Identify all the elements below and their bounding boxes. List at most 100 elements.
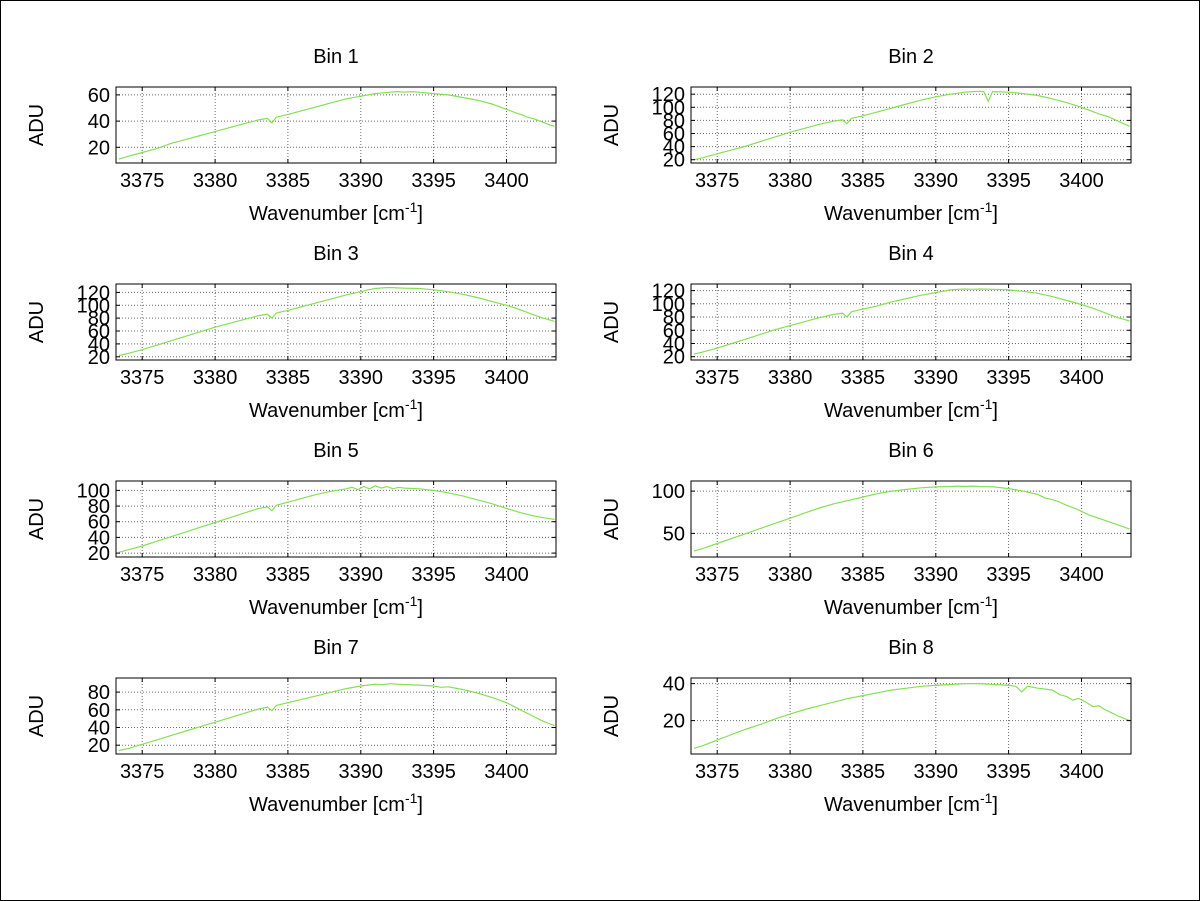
y-axis-label: ADU xyxy=(26,695,48,737)
data-line xyxy=(118,485,555,553)
y-tick-label: 40 xyxy=(663,137,685,159)
y-tick-label: 40 xyxy=(663,674,685,696)
x-axis-label-text: Wavenumber [cm xyxy=(249,794,405,816)
axis-ticks xyxy=(116,87,556,163)
y-tick-label: 80 xyxy=(663,307,685,329)
y-tick-label: 20 xyxy=(88,543,110,565)
chart-svg: Bin 1 3375 3380 3385 3390 3395 3400 20 40 60 ADU Wa… xyxy=(26,46,557,225)
x-tick-label: 3390 xyxy=(914,170,959,192)
x-tick-label: 3385 xyxy=(841,367,886,389)
chart-title: Bin 2 xyxy=(888,46,934,68)
axis-ticks xyxy=(691,481,1131,557)
axis-ticks xyxy=(116,678,556,754)
x-tick-label: 3380 xyxy=(768,170,813,192)
y-tick-label: 120 xyxy=(77,282,110,304)
axes-box xyxy=(115,86,557,164)
y-tick-label: 120 xyxy=(652,84,685,106)
x-tick-label: 3390 xyxy=(914,367,959,389)
x-tick-label: 3380 xyxy=(193,170,238,192)
grid-lines xyxy=(116,678,556,754)
grid-lines xyxy=(116,284,556,360)
x-tick-label: 3375 xyxy=(695,170,740,192)
x-tick-label: 3375 xyxy=(120,367,165,389)
y-axis-label: ADU xyxy=(26,498,48,540)
x-axis-label-close-bracket: ] xyxy=(417,203,423,225)
axis-ticks xyxy=(691,87,1131,163)
y-tick-label: 60 xyxy=(88,700,110,722)
x-tick-label: 3375 xyxy=(120,564,165,586)
y-tick-label: 20 xyxy=(663,347,685,369)
x-tick-label: 3380 xyxy=(768,367,813,389)
y-tick-label: 80 xyxy=(88,682,110,704)
y-tick-label: 120 xyxy=(652,281,685,303)
axes-box xyxy=(115,677,557,755)
chart-svg: Bin 5 3375 3380 3385 3390 3395 3400 20406080100… xyxy=(26,440,557,619)
y-axis-label: ADU xyxy=(601,695,623,737)
y-tick-label: 20 xyxy=(663,150,685,172)
y-tick-label: 100 xyxy=(77,295,110,317)
y-tick-label: 100 xyxy=(77,480,110,502)
axis-ticks xyxy=(116,284,556,360)
data-line xyxy=(118,90,555,160)
y-axis-label: ADU xyxy=(26,301,48,343)
x-tick-label: 3400 xyxy=(484,367,529,389)
y-axis-label: ADU xyxy=(601,498,623,540)
x-tick-label: 3395 xyxy=(411,564,456,586)
y-tick-label: 40 xyxy=(88,527,110,549)
data-line xyxy=(118,683,555,752)
x-tick-label: 3390 xyxy=(339,761,384,783)
x-tick-label: 3395 xyxy=(986,564,1031,586)
x-axis-label-text: Wavenumber [cm xyxy=(824,597,980,619)
charts-grid: Bin 1 3375 3380 3385 3390 3395 3400 20 40 60 ADU Wa… xyxy=(19,43,1139,831)
x-tick-label: 3395 xyxy=(986,761,1031,783)
x-tick-label: 3385 xyxy=(266,367,311,389)
data-line xyxy=(118,286,555,357)
x-axis-label-superscript: -1 xyxy=(980,593,993,609)
chart-title: Bin 5 xyxy=(313,440,359,462)
data-line xyxy=(693,485,1130,552)
x-tick-label: 3400 xyxy=(484,170,529,192)
x-axis-label: Wavenumber [cm-1] xyxy=(249,396,423,422)
x-tick-label: 3395 xyxy=(986,170,1031,192)
x-axis-label: Wavenumber [cm-1] xyxy=(824,790,998,816)
chart-title: Bin 4 xyxy=(888,243,934,265)
y-tick-label: 20 xyxy=(663,711,685,733)
x-tick-label: 3385 xyxy=(841,170,886,192)
x-axis-label-close-bracket: ] xyxy=(417,400,423,422)
x-tick-label: 3380 xyxy=(193,564,238,586)
axes-box xyxy=(690,283,1132,361)
x-tick-label: 3385 xyxy=(841,564,886,586)
y-tick-label: 40 xyxy=(88,718,110,740)
axes-box xyxy=(115,480,557,558)
x-tick-label: 3380 xyxy=(193,367,238,389)
subplot-bin-7: Bin 7 3375 3380 3385 3390 3395 3400 20 40 60 80 ADU… xyxy=(19,634,564,831)
chart-title: Bin 7 xyxy=(313,637,359,659)
y-axis-label: ADU xyxy=(26,104,48,146)
chart-svg: Bin 3 3375 3380 3385 3390 3395 3400 20406080100… xyxy=(26,243,557,422)
grid-lines xyxy=(691,87,1131,163)
x-tick-label: 3375 xyxy=(695,761,740,783)
y-tick-label: 20 xyxy=(88,347,110,369)
y-tick-label: 80 xyxy=(663,110,685,132)
chart-svg: Bin 2 3375 3380 3385 3390 3395 3400 20406080100… xyxy=(601,46,1132,225)
chart-title: Bin 6 xyxy=(888,440,934,462)
x-tick-label: 3380 xyxy=(768,564,813,586)
x-axis-label: Wavenumber [cm-1] xyxy=(249,790,423,816)
x-axis-label-close-bracket: ] xyxy=(417,794,423,816)
axes-box xyxy=(115,283,557,361)
x-tick-label: 3400 xyxy=(1059,367,1104,389)
x-axis-label-close-bracket: ] xyxy=(992,203,998,225)
y-tick-label: 80 xyxy=(88,496,110,518)
y-tick-label: 60 xyxy=(88,321,110,343)
chart-title: Bin 8 xyxy=(888,637,934,659)
x-tick-label: 3385 xyxy=(841,761,886,783)
x-axis-label: Wavenumber [cm-1] xyxy=(249,593,423,619)
x-axis-label-superscript: -1 xyxy=(405,396,418,412)
chart-title: Bin 1 xyxy=(313,46,359,68)
chart-title: Bin 3 xyxy=(313,243,359,265)
x-axis-label-superscript: -1 xyxy=(980,396,993,412)
subplot-bin-4: Bin 4 3375 3380 3385 3390 3395 3400 20 40 60 80 100… xyxy=(594,240,1139,437)
x-tick-label: 3400 xyxy=(1059,564,1104,586)
x-tick-label: 3395 xyxy=(411,170,456,192)
grid-lines xyxy=(691,678,1131,754)
